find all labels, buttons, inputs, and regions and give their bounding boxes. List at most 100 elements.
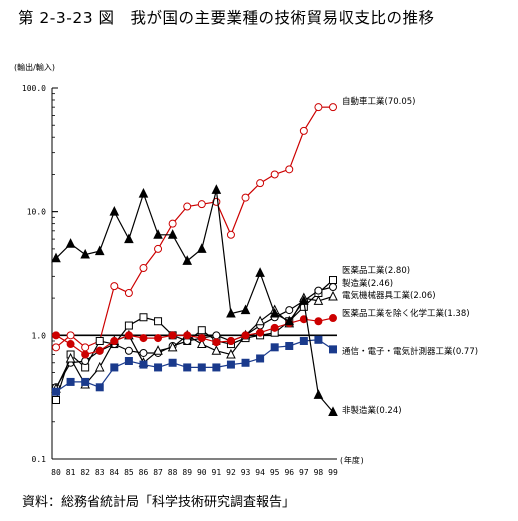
data-point xyxy=(51,252,61,263)
data-point xyxy=(80,248,90,259)
data-point xyxy=(197,326,206,335)
data-point xyxy=(328,406,338,416)
x-tick-label: 94 xyxy=(255,468,265,477)
data-point xyxy=(154,363,163,372)
data-point xyxy=(197,363,206,372)
data-point xyxy=(95,383,104,392)
data-point xyxy=(167,229,178,239)
data-point xyxy=(270,323,279,332)
data-point xyxy=(314,103,323,112)
x-tick-label: 82 xyxy=(80,468,90,477)
x-tick-label: 96 xyxy=(284,468,294,477)
series-label: 医薬品工業(2.80) xyxy=(342,265,410,276)
data-point xyxy=(138,187,149,198)
data-point xyxy=(154,317,163,326)
data-point xyxy=(81,350,90,359)
data-point xyxy=(226,230,235,239)
data-point xyxy=(299,336,308,345)
data-point xyxy=(65,238,76,248)
data-point xyxy=(66,340,75,349)
data-point xyxy=(240,304,251,315)
x-tick-label: 93 xyxy=(241,468,251,477)
data-point xyxy=(95,336,104,345)
data-point xyxy=(226,336,235,345)
y-tick-label: 10.0 xyxy=(27,208,46,217)
x-tick-label: 85 xyxy=(124,468,134,477)
data-point xyxy=(139,313,148,322)
data-point xyxy=(314,317,323,326)
data-point xyxy=(328,290,338,301)
data-point xyxy=(66,331,75,340)
data-point xyxy=(139,334,148,343)
data-point xyxy=(153,229,163,239)
data-point xyxy=(52,343,60,352)
data-point xyxy=(139,348,148,357)
data-point xyxy=(95,346,104,355)
data-point xyxy=(110,336,119,345)
x-tick-label: 92 xyxy=(226,468,236,477)
data-point xyxy=(255,267,265,277)
data-point xyxy=(256,179,265,188)
series-label: 通信・電子・電気計測器工業(0.77) xyxy=(342,346,478,357)
data-point xyxy=(139,360,148,369)
x-tick-label: 89 xyxy=(182,468,192,477)
data-point xyxy=(52,395,60,404)
series-label: 医薬品工業を除く化学工業(1.38) xyxy=(342,308,470,319)
data-point xyxy=(285,341,294,350)
data-point xyxy=(110,363,119,372)
chart-title: 第 2-3-23 図 我が国の主要業種の技術貿易収支比の推移 xyxy=(18,9,435,27)
data-point xyxy=(81,377,90,386)
data-point xyxy=(211,184,222,194)
data-point xyxy=(313,295,324,305)
x-tick-label: 90 xyxy=(197,468,207,477)
data-point xyxy=(139,264,148,273)
data-point xyxy=(270,343,279,352)
data-point xyxy=(183,202,192,211)
data-point xyxy=(285,306,294,315)
x-unit-label: (年度) xyxy=(339,455,365,465)
data-point xyxy=(313,389,324,399)
x-tick-label: 83 xyxy=(95,468,105,477)
data-point xyxy=(329,345,337,354)
data-point xyxy=(167,341,178,352)
data-point xyxy=(182,255,193,265)
series-line xyxy=(55,189,334,413)
data-point xyxy=(329,282,337,291)
x-tick-label: 98 xyxy=(314,468,324,477)
data-point xyxy=(329,103,337,112)
data-point xyxy=(65,352,76,363)
data-point xyxy=(255,315,265,326)
data-point xyxy=(183,331,192,340)
data-point xyxy=(226,360,235,369)
data-point xyxy=(66,377,75,386)
data-point xyxy=(110,282,119,291)
x-tick-label: 87 xyxy=(153,468,163,477)
data-point xyxy=(52,387,60,396)
data-point xyxy=(168,331,177,340)
data-point xyxy=(241,331,250,340)
x-tick-label: 81 xyxy=(66,468,76,477)
data-point xyxy=(314,335,323,344)
data-point xyxy=(269,307,280,318)
data-point xyxy=(197,200,206,209)
data-point xyxy=(52,331,60,340)
data-point xyxy=(109,206,120,216)
data-point xyxy=(270,170,279,179)
data-point xyxy=(124,321,133,330)
data-point xyxy=(154,334,163,343)
x-tick-label: 99 xyxy=(328,468,338,477)
data-point xyxy=(299,126,308,135)
data-point xyxy=(168,219,177,228)
data-point xyxy=(81,357,90,366)
source-note: 資料：総務省統計局「科学技術研究調査報告」 xyxy=(22,495,296,510)
series-label: 非製造業(0.24) xyxy=(342,405,402,416)
data-point xyxy=(168,358,177,367)
data-point xyxy=(81,343,90,352)
x-tick-label: 80 xyxy=(51,468,61,477)
data-point xyxy=(329,276,337,285)
data-point xyxy=(256,328,265,337)
data-point xyxy=(124,357,133,366)
data-point xyxy=(94,245,105,256)
x-tick-label: 86 xyxy=(139,468,149,477)
data-point xyxy=(211,345,222,355)
